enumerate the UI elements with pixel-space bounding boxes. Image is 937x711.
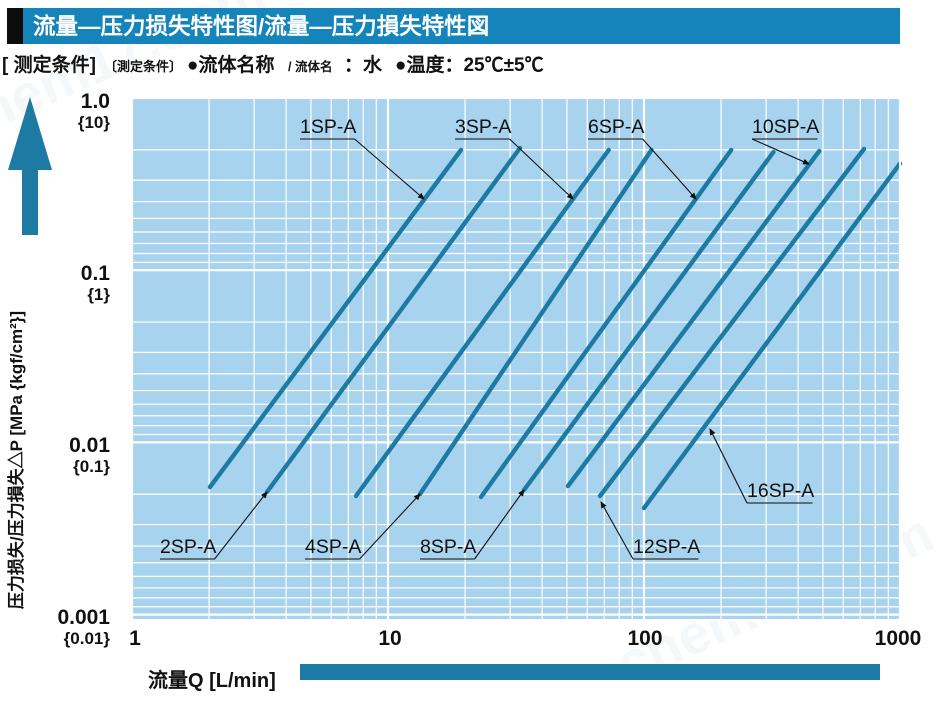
svg-text:{0.1}: {0.1} — [73, 457, 110, 476]
svg-text:3SP-A: 3SP-A — [455, 116, 511, 138]
svg-text:10SP-A: 10SP-A — [752, 116, 819, 138]
svg-text:1SP-A: 1SP-A — [300, 116, 356, 138]
svg-text:压力损失/压力損失△P [MPa {kgf/cm²}]: 压力损失/压力損失△P [MPa {kgf/cm²}] — [6, 311, 26, 609]
svg-text:1000: 1000 — [875, 627, 922, 650]
svg-text:[ 测定条件]: [ 测定条件] — [2, 53, 96, 76]
svg-text:6SP-A: 6SP-A — [588, 116, 644, 138]
svg-text:●温度：25℃±5℃: ●温度：25℃±5℃ — [395, 53, 544, 76]
svg-text:1: 1 — [129, 627, 141, 650]
svg-text:12SP-A: 12SP-A — [633, 536, 700, 558]
svg-text:16SP-A: 16SP-A — [747, 480, 814, 502]
svg-text:0.1: 0.1 — [81, 262, 111, 285]
svg-text:2SP-A: 2SP-A — [160, 536, 216, 558]
svg-text:〔測定条件〕: 〔測定条件〕 — [104, 59, 182, 74]
svg-text:1.0: 1.0 — [81, 90, 110, 113]
svg-text:4SP-A: 4SP-A — [305, 536, 361, 558]
svg-text:流量—压力损失特性图/流量—压力損失特性図: 流量—压力损失特性图/流量—压力損失特性図 — [33, 13, 489, 39]
svg-text:0.001: 0.001 — [57, 606, 110, 629]
svg-text:{0.01}: {0.01} — [64, 629, 111, 648]
svg-text:{10}: {10} — [78, 113, 111, 132]
svg-text:8SP-A: 8SP-A — [420, 536, 476, 558]
svg-text:100: 100 — [627, 627, 662, 650]
svg-text:{1}: {1} — [87, 285, 110, 304]
svg-text:10: 10 — [378, 627, 401, 650]
svg-text:流量Q [L/min]: 流量Q [L/min] — [148, 668, 276, 692]
svg-text:0.01: 0.01 — [69, 434, 110, 457]
svg-text:：水: ：水 — [344, 54, 383, 76]
svg-text:/ 流体名: / 流体名 — [288, 59, 332, 74]
svg-text:●流体名称: ●流体名称 — [187, 53, 274, 76]
